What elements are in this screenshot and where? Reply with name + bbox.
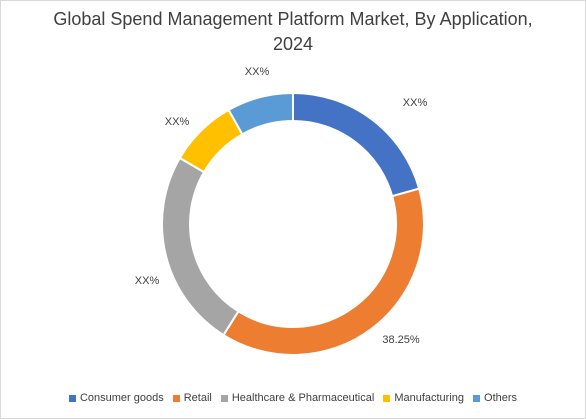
legend-swatch bbox=[68, 394, 76, 402]
legend-item-retail: Retail bbox=[172, 392, 212, 404]
data-label: XX% bbox=[165, 116, 190, 128]
legend: Consumer goods Retail Healthcare & Pharm… bbox=[1, 392, 585, 404]
data-label: XX% bbox=[245, 66, 270, 78]
legend-label: Manufacturing bbox=[394, 392, 465, 404]
legend-label: Retail bbox=[183, 392, 212, 404]
legend-label: Others bbox=[484, 392, 518, 404]
donut-slice-retail bbox=[222, 187, 425, 356]
legend-item-others: Others bbox=[473, 392, 517, 404]
legend-item-consumer-goods: Consumer goods bbox=[68, 392, 164, 404]
legend-swatch bbox=[220, 394, 228, 402]
legend-label: Consumer goods bbox=[79, 392, 164, 404]
donut-slice-others bbox=[227, 91, 294, 136]
chart-title-line-1: Global Spend Management Platform Market,… bbox=[53, 9, 533, 29]
donut-slice-healthcare-pharmaceutical bbox=[161, 156, 240, 337]
donut-slice-consumer-goods bbox=[292, 91, 421, 198]
legend-swatch bbox=[172, 394, 180, 402]
legend-item-manufacturing: Manufacturing bbox=[383, 392, 464, 404]
legend-swatch bbox=[473, 394, 481, 402]
legend-swatch bbox=[383, 394, 391, 402]
data-label: XX% bbox=[403, 97, 428, 109]
legend-item-healthcare-pharmaceutical: Healthcare & Pharmaceutical bbox=[220, 392, 375, 404]
legend-label: Healthcare & Pharmaceutical bbox=[231, 392, 375, 404]
data-label: XX% bbox=[135, 275, 160, 287]
chart-title-line-2: 2024 bbox=[272, 34, 314, 54]
chart-title: Global Spend Management Platform Market,… bbox=[1, 7, 585, 57]
data-label: 38.25% bbox=[382, 334, 420, 346]
